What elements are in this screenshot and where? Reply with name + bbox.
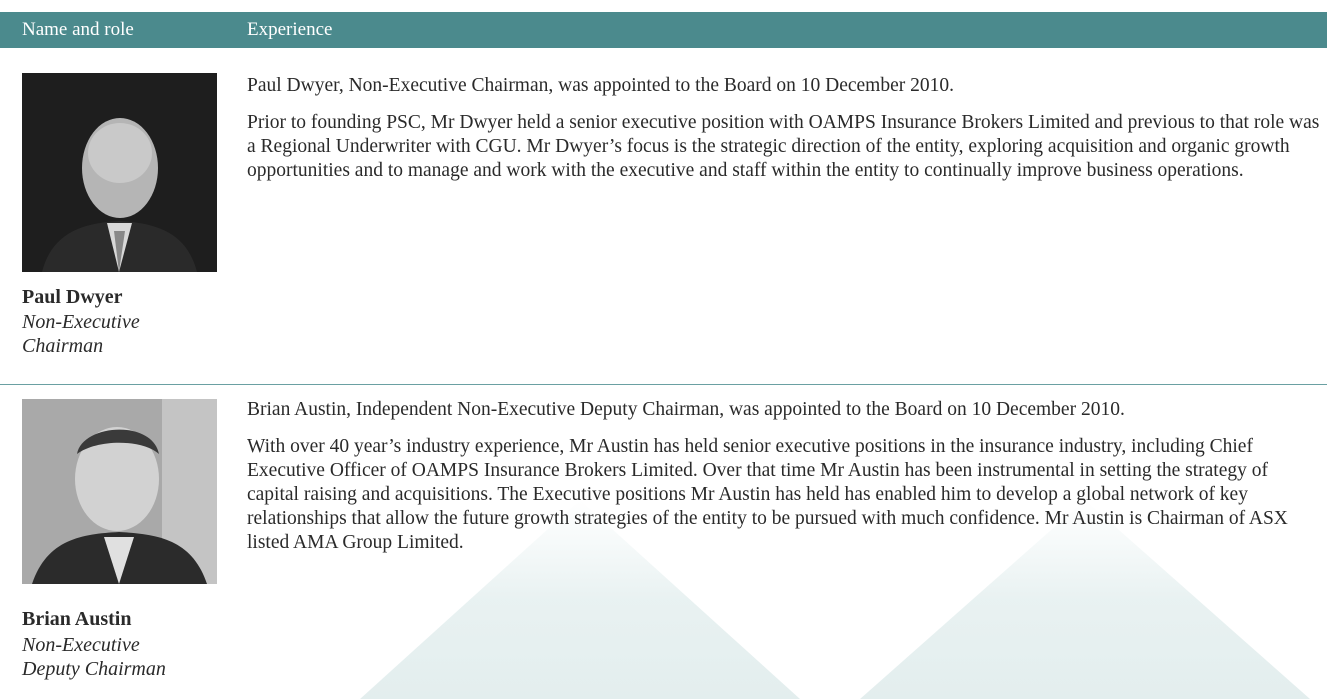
table-header: Name and role Experience	[0, 12, 1327, 48]
column-header: Name and role	[22, 19, 134, 40]
experience: Paul Dwyer, Non-Executive Chairman, was …	[247, 74, 1322, 196]
column-header: Experience	[247, 19, 333, 40]
triangle	[860, 500, 1310, 699]
person-role: Non-Executive Deputy Chairman	[22, 634, 166, 680]
paragraph: Paul Dwyer, Non-Executive Chairman, was …	[247, 75, 954, 96]
photo	[22, 73, 217, 272]
row-divider	[0, 384, 1327, 385]
paragraph: Prior to founding PSC, Mr Dwyer held a s…	[247, 112, 1320, 181]
triangle	[360, 500, 800, 699]
person-name: Paul Dwyer	[22, 286, 123, 308]
person-role: Non-Executive Chairman	[22, 311, 140, 357]
photo	[22, 399, 217, 584]
paragraph: Brian Austin, Independent Non-Executive …	[247, 399, 1125, 420]
experience: Brian Austin, Independent Non-Executive …	[247, 398, 1322, 568]
paragraph: With over 40 year’s industry experience,…	[247, 436, 1288, 553]
person-name: Brian Austin	[22, 608, 132, 630]
